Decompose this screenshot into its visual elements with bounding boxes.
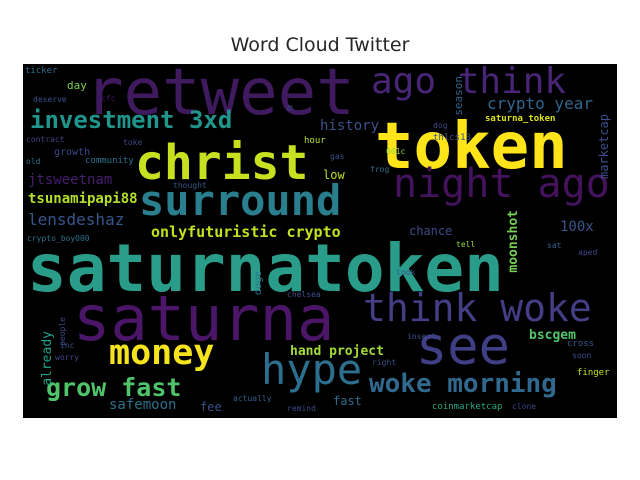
- word-100x: 100x: [560, 219, 594, 235]
- word-christ: christ: [135, 135, 309, 191]
- word-saturnatoken: saturnatoken: [27, 230, 504, 307]
- word-crypto-year: crypto year: [487, 94, 593, 113]
- word-aped: aped: [578, 248, 598, 257]
- word-clone: clone: [512, 402, 537, 411]
- word-chelsea: chelsea: [287, 290, 321, 299]
- word-thlcs13: thlcs13: [433, 133, 471, 143]
- word-ago-think: ago think: [371, 64, 567, 102]
- word-safemoon: safemoon: [109, 397, 177, 413]
- word-finger: finger: [577, 368, 610, 378]
- word-history: history: [320, 118, 380, 134]
- word-tell: tell: [456, 240, 476, 249]
- word-cfc: cfc: [101, 94, 116, 103]
- word-insert: insert: [407, 332, 436, 341]
- word-already: already: [40, 331, 55, 386]
- word-dog: dog: [433, 121, 448, 130]
- word-m: m: [287, 103, 294, 114]
- word-season: season: [452, 76, 465, 116]
- word-crypto-boy000: crypto_boy000: [27, 234, 90, 243]
- word-remind: remind: [287, 404, 316, 413]
- word-soon: soon: [572, 351, 592, 360]
- word-chance: chance: [409, 224, 453, 238]
- word-saturna-token: saturna_token: [485, 114, 556, 124]
- word-old: old: [26, 157, 41, 166]
- word-low: low: [323, 168, 345, 182]
- chart-title: Word Cloud Twitter: [230, 34, 410, 56]
- word-marketcap: marketcap: [597, 114, 611, 180]
- word-toke: toke: [123, 138, 143, 147]
- word-growth: growth: [54, 147, 91, 158]
- word-frog: frog: [370, 165, 390, 174]
- word-sat: sat: [547, 241, 562, 250]
- word-actually: actually: [233, 394, 272, 403]
- word-coinmarketcap: coinmarketcap: [432, 402, 503, 412]
- word-money: money: [109, 333, 215, 373]
- word-lensdeshaz: lensdeshaz: [28, 210, 125, 229]
- word-right: right: [372, 358, 397, 367]
- word-bscgem: bscgem: [529, 328, 576, 343]
- word-night-ago: night ago: [393, 161, 610, 207]
- word-001c: 001c: [386, 147, 406, 156]
- word-hour: hour: [304, 136, 326, 146]
- word-retweet: retweet: [85, 64, 355, 130]
- word-tsunamipapi88: tsunamipapi88: [28, 191, 138, 207]
- word-fee: fee: [200, 400, 222, 414]
- word-day: day: [67, 79, 87, 92]
- word-onlyfuturistic-crypto: onlyfuturistic crypto: [151, 223, 341, 241]
- word-thought: thought: [173, 181, 207, 190]
- word-look: look: [396, 268, 416, 277]
- word-doge: doge: [253, 271, 264, 296]
- word-ticker: ticker: [25, 66, 58, 76]
- word-think-woke: think woke: [363, 286, 592, 330]
- word-see: see: [416, 317, 510, 377]
- word-grow-fast: grow fast: [46, 373, 182, 402]
- word-gas: gas: [330, 152, 345, 161]
- word-jtsweetnam: jtsweetnam: [28, 172, 113, 188]
- word-worry: worry: [55, 353, 80, 362]
- word-inc: inc: [60, 341, 75, 350]
- word-saturna: saturna: [73, 282, 335, 355]
- word-moonshot: moonshot: [506, 210, 521, 273]
- word-woke-morning: woke morning: [369, 369, 557, 399]
- word-deserve: deserve: [33, 95, 67, 104]
- word-hand-project: hand project: [290, 344, 384, 359]
- word-fast: fast: [333, 394, 362, 408]
- word-investment-3xd: investment 3xd: [30, 106, 233, 134]
- word-community: community: [85, 156, 134, 166]
- word-cross: cross: [567, 339, 595, 349]
- word-contract: contract: [26, 135, 65, 144]
- word-hype: hype: [261, 345, 363, 394]
- word-surround: surround: [139, 176, 342, 225]
- word-token: token: [375, 110, 568, 184]
- word-cloud: saturnatoken token retweet christ saturna see…: [23, 64, 617, 418]
